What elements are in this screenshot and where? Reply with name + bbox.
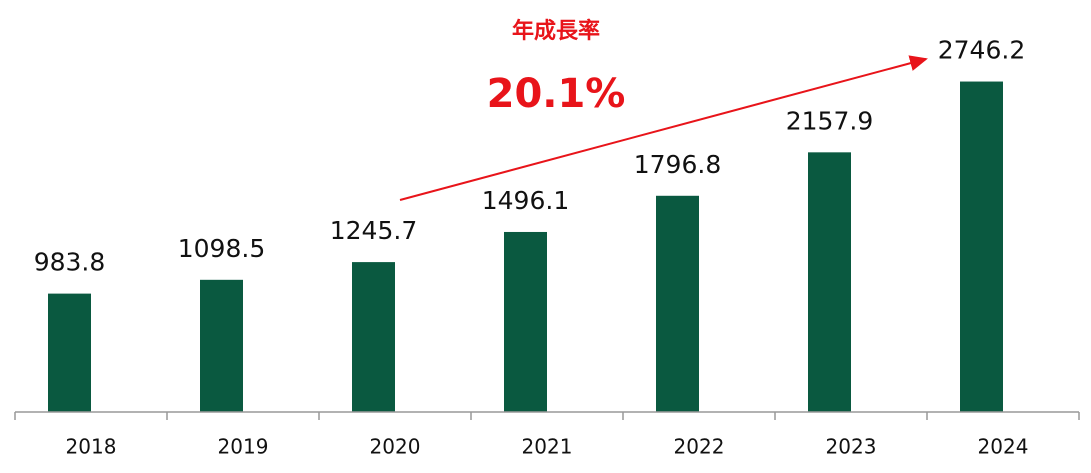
x-tick-label: 2024 — [978, 435, 1029, 459]
bar — [48, 293, 91, 412]
bar — [504, 231, 547, 412]
value-label: 1796.8 — [634, 150, 721, 179]
annotation-value: 20.1% — [487, 71, 626, 117]
value-label: 1245.7 — [330, 216, 417, 245]
bar — [656, 195, 699, 412]
growth-arrow — [399, 55, 928, 201]
value-label: 2746.2 — [938, 36, 1025, 65]
value-label: 2157.9 — [786, 106, 873, 135]
bar — [808, 152, 851, 412]
x-tick-label: 2021 — [522, 435, 573, 459]
bar — [960, 81, 1003, 413]
x-tick-label: 2018 — [66, 435, 117, 459]
value-label: 983.8 — [34, 248, 106, 277]
value-label: 1496.1 — [482, 186, 569, 215]
bar — [200, 279, 243, 412]
x-tick-label: 2019 — [218, 435, 269, 459]
x-tick-label: 2022 — [674, 435, 725, 459]
bar — [352, 262, 395, 412]
annotation-label: 年成長率 — [512, 18, 600, 44]
x-tick-label: 2020 — [370, 435, 421, 459]
x-tick-label: 2023 — [826, 435, 877, 459]
value-label: 1098.5 — [178, 234, 265, 263]
